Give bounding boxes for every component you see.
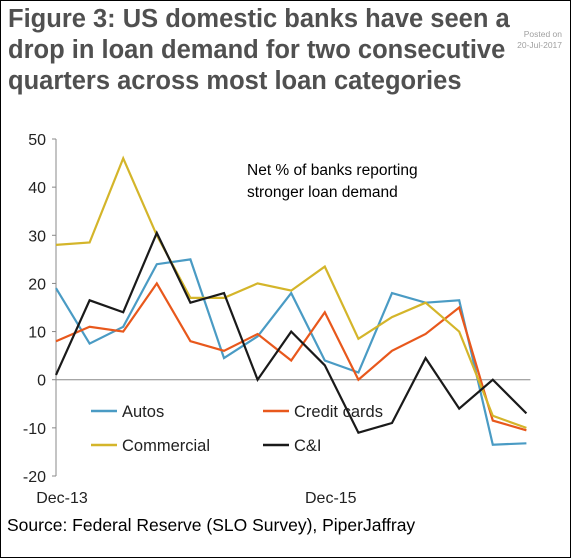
y-tick-label: 30 bbox=[28, 228, 46, 245]
legend-label-autos: Autos bbox=[122, 403, 164, 421]
axes-group: 50 40 30 20 10 0 -10 -20 Dec-13 Dec-15 bbox=[23, 132, 531, 507]
x-tick-label: Dec-13 bbox=[36, 490, 88, 507]
chart-annotation-line-1: Net % of banks reporting bbox=[247, 162, 418, 179]
legend-label-ci: C&I bbox=[294, 437, 322, 455]
series-line-credit_cards bbox=[55, 281, 527, 432]
legend-label-credit_cards: Credit cards bbox=[294, 403, 383, 421]
watermark-line-1: Posted on bbox=[523, 29, 562, 39]
posted-on-watermark: Posted on 20-Jul-2017 bbox=[517, 29, 562, 51]
chart-annotation-line-2: stronger loan demand bbox=[247, 184, 398, 201]
line-chart: 50 40 30 20 10 0 -10 -20 Dec-13 Dec-15 Net % of b… bbox=[23, 132, 531, 507]
chart-legend: Autos Credit cards Commercial C&I bbox=[91, 403, 383, 455]
x-tick-label: Dec-15 bbox=[305, 490, 357, 507]
series-line-commercial bbox=[55, 155, 527, 429]
series-line-ci bbox=[54, 230, 528, 435]
y-tick-label: -10 bbox=[23, 421, 46, 438]
source-note: Source: Federal Reserve (SLO Survey), Pi… bbox=[7, 515, 416, 535]
legend-label-commercial: Commercial bbox=[122, 437, 210, 455]
watermark-line-2: 20-Jul-2017 bbox=[517, 40, 562, 50]
chart-annotation-group: Net % of banks reporting stronger loan d… bbox=[247, 162, 418, 201]
series-line-autos bbox=[55, 258, 527, 446]
y-tick-label: 20 bbox=[28, 276, 46, 293]
series-group bbox=[54, 155, 528, 446]
y-tick-label: 10 bbox=[28, 325, 46, 342]
y-tick-label: 40 bbox=[28, 180, 46, 197]
y-tick-label: 50 bbox=[28, 132, 46, 149]
y-tick-label: 0 bbox=[37, 373, 46, 390]
y-tick-label: -20 bbox=[23, 469, 46, 486]
figure-title: Figure 3: US domestic banks have seen a … bbox=[8, 5, 510, 95]
